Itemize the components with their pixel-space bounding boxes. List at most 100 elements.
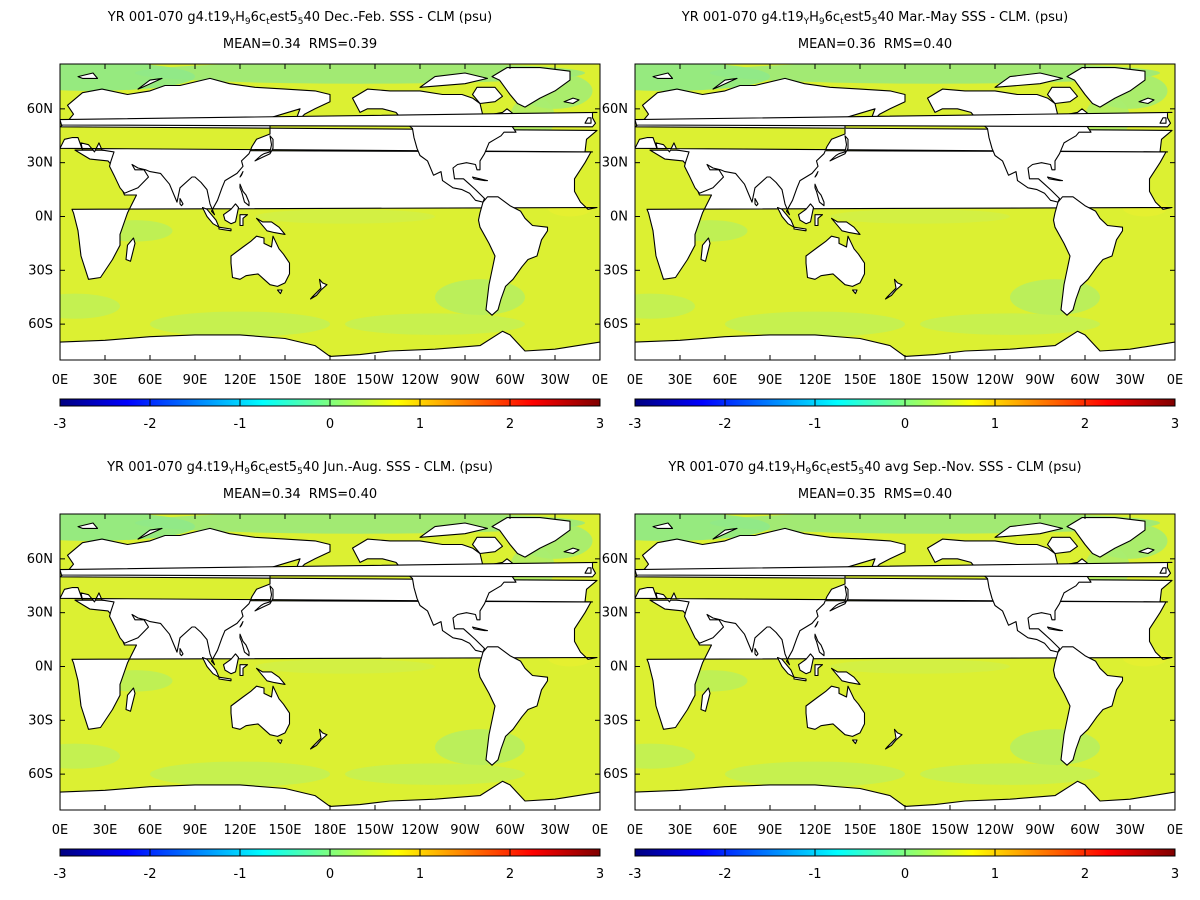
newguinea-land — [255, 217, 286, 235]
japan-land — [254, 135, 274, 162]
colorbar-tick-label: 3 — [1171, 417, 1179, 432]
lat-tick-label: 0N — [35, 659, 53, 674]
lon-tick-label: 120E — [223, 823, 256, 838]
cuba-land — [1046, 176, 1064, 182]
britain-land — [60, 111, 598, 128]
taiwan-land — [814, 171, 819, 178]
lat-axis: 60N 30N 0N 30S 60S — [27, 552, 600, 782]
antarctica-land — [60, 330, 600, 360]
southamerica-land — [477, 196, 549, 316]
novaya-land — [137, 77, 163, 90]
panel-stats: MEAN=0.34 RMS=0.39 — [0, 37, 600, 52]
lon-tick-label: 120W — [401, 373, 439, 388]
colorbar-tick-label: 1 — [416, 867, 424, 882]
colorbar-tick-label: 3 — [596, 417, 604, 432]
panel-sep-nov: YR 001-070 g4.t19YH96ctest5540 avg Sep.-… — [575, 450, 1184, 900]
lon-tick-label: 0E — [52, 823, 69, 838]
panel-stats: MEAN=0.35 RMS=0.40 — [575, 487, 1175, 502]
newguinea-land — [830, 217, 861, 235]
borneo-land — [222, 203, 240, 225]
lon-tick-label: 120W — [401, 823, 439, 838]
lon-tick-label: 150E — [268, 373, 301, 388]
svalbard-land — [77, 522, 99, 529]
lon-tick-label: 60E — [713, 823, 738, 838]
lon-tick-label: 150E — [843, 373, 876, 388]
lon-tick-label: 90W — [450, 373, 480, 388]
panel-title: YR 001-070 g4.t19YH96ctest5540 avg Sep.-… — [668, 460, 1082, 477]
lon-tick-label: 0E — [627, 823, 644, 838]
colorbar-tick-label: -1 — [234, 417, 247, 432]
britain-land — [60, 561, 598, 578]
colorbar-tick-label: -2 — [144, 417, 157, 432]
lon-tick-label: 30E — [93, 373, 118, 388]
uk-ireland-land — [1159, 117, 1167, 124]
newguinea-land — [255, 667, 286, 685]
greenland-land — [491, 67, 571, 108]
tasmania-land — [276, 289, 283, 295]
colorbar: -3 -2 -1 0 1 2 3 — [629, 398, 1179, 432]
panel-jun-aug: YR 001-070 g4.t19YH96ctest5540 Jun.-Aug.… — [0, 450, 609, 900]
panel-stats: MEAN=0.36 RMS=0.40 — [575, 37, 1175, 52]
lon-tick-label: 90W — [450, 823, 480, 838]
arctic-isl-land — [994, 522, 1064, 538]
lon-tick-label: 90E — [758, 823, 783, 838]
eurasia-land — [60, 527, 598, 666]
japan-land — [829, 135, 849, 162]
colorbar-tick-label: -3 — [54, 417, 67, 432]
iceland-land — [1138, 97, 1155, 105]
colorbar-tick-label: 0 — [901, 417, 909, 432]
arctic-isl-land — [419, 522, 489, 538]
lon-tick-label: 150E — [268, 823, 301, 838]
lat-tick-label: 30N — [27, 156, 53, 171]
baffin-land — [1046, 86, 1079, 105]
sulawesi-land — [814, 214, 824, 227]
tasmania-land — [851, 289, 858, 295]
colorbar-tick-label: 0 — [326, 867, 334, 882]
southamerica-land — [1052, 196, 1124, 316]
greenland-land — [1066, 517, 1146, 558]
java-land — [218, 676, 232, 682]
colorbar-tick-label: -2 — [719, 867, 732, 882]
antarctica-land — [635, 780, 1175, 810]
greenland-land — [491, 517, 571, 558]
java-land — [218, 226, 232, 232]
borneo-land — [797, 203, 815, 225]
newguinea-land — [830, 667, 861, 685]
taiwan-land — [239, 621, 244, 628]
lon-tick-label: 150W — [931, 373, 969, 388]
borneo-land — [797, 653, 815, 675]
madagascar-land — [125, 687, 136, 712]
australia-land — [805, 235, 866, 287]
srilanka-land — [179, 647, 184, 657]
colorbar-tick-label: 2 — [1081, 417, 1089, 432]
lon-tick-label: 90W — [1025, 373, 1055, 388]
lat-tick-label: 30N — [602, 156, 628, 171]
mean-value: MEAN=0.34 — [222, 37, 301, 52]
cuba-land — [1046, 626, 1064, 632]
madagascar-land — [125, 237, 136, 262]
eurasia-land — [635, 527, 1173, 666]
baffin-land — [471, 536, 504, 555]
newzealand-land — [309, 278, 328, 300]
lon-tick-label: 60W — [495, 373, 525, 388]
lon-tick-label: 120W — [976, 373, 1014, 388]
srilanka-land — [179, 197, 184, 207]
lon-tick-label: 60W — [1070, 373, 1100, 388]
iceland-land — [563, 97, 580, 105]
japan-land — [254, 585, 274, 612]
australia-land — [805, 685, 866, 737]
madagascar-land — [700, 687, 711, 712]
colorbar-tick-label: -3 — [629, 417, 642, 432]
southamerica-land — [477, 646, 549, 766]
baffin-land — [471, 86, 504, 105]
lat-tick-label: 30S — [603, 263, 628, 278]
greenland-land — [1066, 67, 1146, 108]
cuba-land — [471, 626, 489, 632]
mean-value: MEAN=0.35 — [797, 487, 876, 502]
lat-axis: 60N 30N 0N 30S 60S — [27, 102, 600, 332]
lon-tick-label: 30W — [540, 373, 570, 388]
lon-tick-label: 180E — [888, 373, 921, 388]
lat-tick-label: 60S — [603, 317, 628, 332]
